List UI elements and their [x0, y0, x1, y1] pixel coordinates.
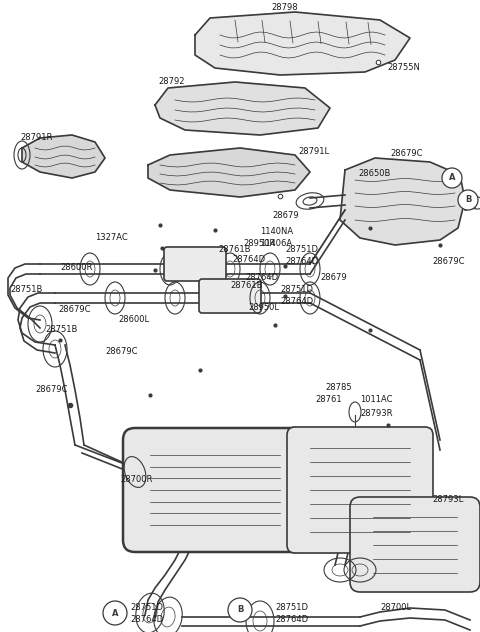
FancyBboxPatch shape — [350, 497, 480, 592]
Text: 1140NA: 1140NA — [260, 228, 293, 236]
Text: 28600L: 28600L — [118, 315, 149, 324]
Text: 28700L: 28700L — [380, 602, 411, 612]
Text: 28764D: 28764D — [285, 257, 318, 265]
Text: 28791R: 28791R — [20, 133, 52, 142]
Text: 28700R: 28700R — [120, 475, 152, 485]
Text: 28679: 28679 — [272, 210, 299, 219]
Text: 28679C: 28679C — [35, 386, 68, 394]
Text: 28950R: 28950R — [243, 238, 275, 248]
Text: 28751B: 28751B — [10, 286, 42, 295]
Text: 28764D: 28764D — [275, 614, 308, 624]
Text: 1011AC: 1011AC — [360, 396, 393, 404]
Polygon shape — [22, 135, 105, 178]
Text: 28751B: 28751B — [45, 325, 77, 334]
Text: 28792: 28792 — [158, 78, 185, 87]
FancyBboxPatch shape — [287, 427, 433, 553]
Text: 11406A: 11406A — [260, 238, 292, 248]
FancyBboxPatch shape — [123, 428, 307, 552]
Text: 28679: 28679 — [320, 274, 347, 283]
Text: 28679C: 28679C — [432, 257, 465, 267]
Text: 28679C: 28679C — [105, 348, 137, 356]
Text: 28791L: 28791L — [298, 147, 329, 157]
Text: 28755N: 28755N — [387, 63, 420, 71]
Text: 28764D: 28764D — [245, 274, 278, 283]
Text: A: A — [112, 609, 118, 617]
Circle shape — [442, 168, 462, 188]
Text: 28761: 28761 — [315, 396, 342, 404]
Text: 28600R: 28600R — [60, 264, 92, 272]
Text: 28751D: 28751D — [130, 604, 163, 612]
Text: 28764D: 28764D — [130, 614, 163, 624]
Text: 1327AC: 1327AC — [95, 233, 128, 243]
Text: 28751D: 28751D — [285, 245, 318, 255]
Circle shape — [103, 601, 127, 625]
Text: 28650B: 28650B — [358, 169, 390, 178]
Text: 28793L: 28793L — [432, 495, 463, 504]
Polygon shape — [340, 158, 465, 245]
Text: 28764D: 28764D — [280, 296, 313, 305]
Text: A: A — [449, 174, 455, 183]
Text: 28793R: 28793R — [360, 408, 393, 418]
Text: 28950L: 28950L — [248, 303, 279, 312]
Text: 28798: 28798 — [272, 4, 298, 13]
FancyBboxPatch shape — [164, 247, 226, 281]
Polygon shape — [155, 82, 330, 135]
Text: 28751D: 28751D — [275, 604, 308, 612]
Text: 28751D: 28751D — [280, 286, 313, 295]
Text: 28679C: 28679C — [58, 305, 91, 315]
Text: 28761B: 28761B — [230, 281, 263, 291]
Text: B: B — [465, 195, 471, 205]
Text: 28761B: 28761B — [218, 245, 251, 255]
Text: 28679C: 28679C — [390, 149, 422, 157]
Circle shape — [228, 598, 252, 622]
Text: 28764D: 28764D — [232, 255, 265, 265]
Circle shape — [458, 190, 478, 210]
FancyBboxPatch shape — [199, 279, 261, 313]
Polygon shape — [148, 148, 310, 197]
Text: B: B — [237, 605, 243, 614]
Polygon shape — [195, 12, 410, 75]
Text: 28785: 28785 — [325, 384, 352, 392]
